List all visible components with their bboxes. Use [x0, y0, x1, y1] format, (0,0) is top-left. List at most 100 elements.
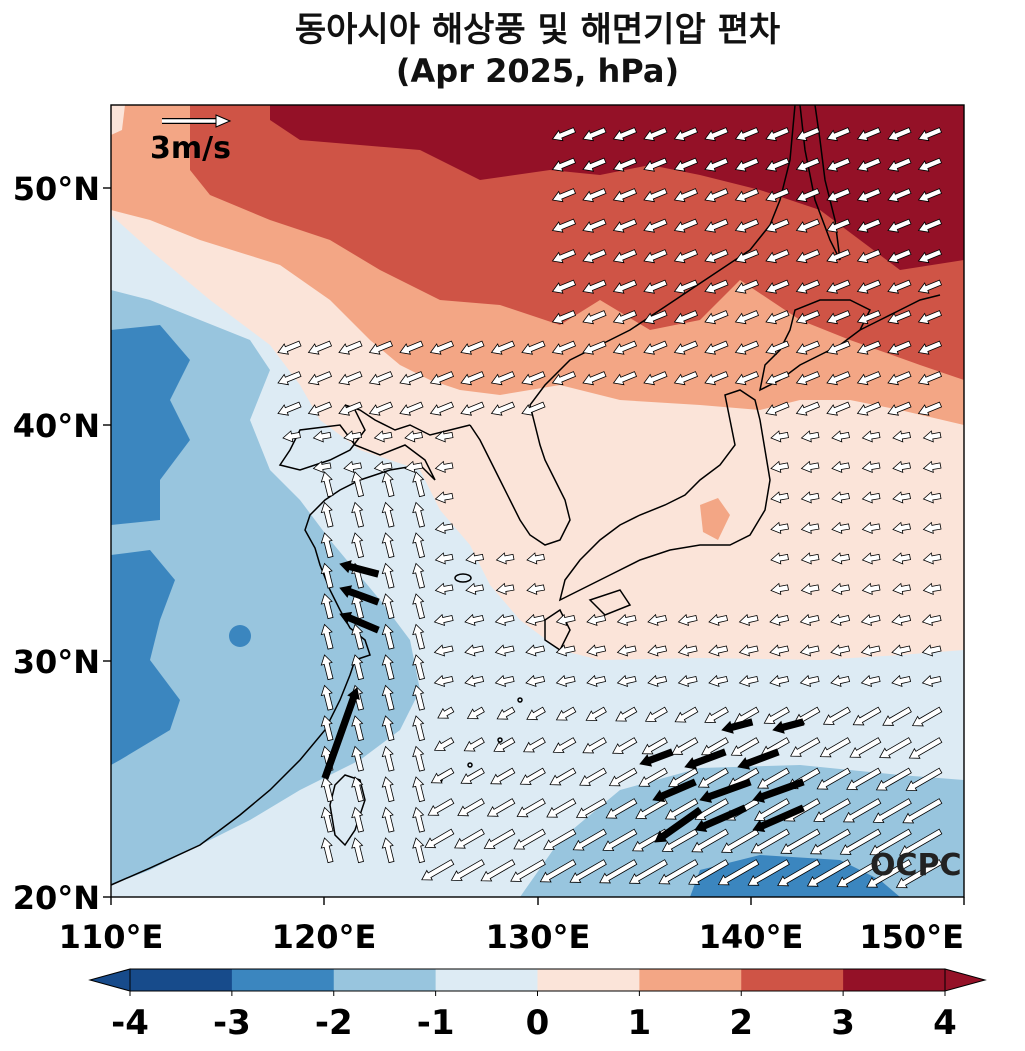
wind-arrow: [673, 127, 699, 142]
wind-arrow: [412, 654, 425, 681]
wind-arrow: [738, 644, 759, 657]
wind-arrow: [734, 340, 760, 355]
wind-arrow: [521, 371, 546, 386]
wind-arrow: [892, 582, 911, 596]
wind-arrow: [917, 157, 943, 172]
wind-arrow: [734, 127, 760, 142]
wind-arrow: [551, 218, 577, 233]
strong-wind-arrow: [721, 718, 754, 734]
wind-arrow: [643, 127, 668, 142]
wind-arrow: [599, 859, 638, 884]
wind-arrow: [770, 521, 789, 535]
wind-arrow: [351, 532, 364, 559]
wind-arrow: [799, 674, 820, 688]
wind-arrow: [917, 249, 943, 264]
wind-anomaly-vectors: [277, 127, 943, 889]
wind-arrow: [643, 340, 668, 355]
wind-arrow: [704, 157, 729, 172]
wind-arrow: [856, 127, 882, 142]
wind-arrow: [412, 837, 425, 864]
colorbar-tick-label: 2: [729, 1003, 753, 1043]
x-tick-label: 120°E: [272, 918, 377, 956]
wind-arrow: [677, 674, 698, 688]
wind-arrow: [830, 613, 851, 627]
wind-arrow: [691, 828, 729, 853]
wind-arrow: [917, 188, 943, 203]
wind-arrow: [765, 310, 790, 325]
wind-arrow: [551, 340, 577, 355]
wind-arrow: [460, 401, 485, 416]
wind-arrow: [539, 859, 577, 883]
wind-arrow: [421, 859, 455, 881]
wind-arrow: [612, 127, 638, 142]
wind-arrow: [757, 767, 790, 789]
wind-arrow: [891, 613, 912, 627]
wind-arrow: [813, 798, 851, 822]
wind-arrow: [856, 188, 882, 203]
wind-arrow: [343, 430, 362, 443]
wind-arrow: [490, 340, 516, 355]
wind-arrow: [671, 737, 699, 755]
wind-arrow: [433, 613, 454, 627]
wind-arrow: [806, 859, 851, 887]
wind-arrow: [582, 340, 607, 355]
wind-arrow: [770, 582, 789, 596]
strong-wind-arrow: [339, 560, 380, 578]
wind-arrow: [826, 340, 851, 355]
wind-arrow: [307, 371, 333, 386]
wind-arrow: [430, 767, 455, 784]
wind-arrow: [908, 737, 943, 759]
wind-arrow: [826, 401, 851, 416]
wind-arrow: [381, 806, 395, 833]
wind-arrow: [717, 859, 760, 886]
wind-arrow: [892, 460, 911, 474]
wind-arrow: [555, 706, 577, 721]
wind-arrow: [551, 157, 577, 172]
wind-arrow: [575, 798, 607, 819]
wind-arrow: [887, 157, 912, 172]
wind-arrow: [770, 491, 789, 504]
wind-arrow: [320, 501, 334, 528]
wind-arrow: [320, 837, 334, 864]
wind-arrow: [643, 279, 668, 294]
wind-arrow: [795, 188, 821, 203]
wind-arrow: [892, 430, 911, 443]
wind-arrow: [464, 674, 485, 688]
wind-arrow: [765, 279, 790, 294]
colorbar-segment: [231, 969, 335, 991]
wind-arrow: [404, 460, 423, 474]
wind-arrow: [490, 401, 516, 416]
wind-arrow: [875, 767, 912, 791]
wind-arrow: [525, 613, 546, 627]
wind-arrow: [429, 371, 455, 386]
wind-arrow: [486, 798, 516, 817]
wind-arrow: [351, 745, 364, 772]
wind-arrow: [831, 491, 850, 504]
wind-arrow: [368, 401, 394, 416]
wind-arrow: [658, 859, 699, 885]
wind-arrow: [457, 798, 485, 817]
wind-arrow: [493, 737, 516, 752]
wind-arrow: [368, 371, 394, 386]
colorbar-tick-label: -3: [213, 1003, 251, 1043]
wind-arrow: [887, 249, 912, 264]
wind-arrow: [483, 828, 516, 850]
wind-arrow: [307, 401, 333, 416]
wind-arrow: [320, 776, 334, 803]
wind-arrow: [891, 644, 912, 657]
colorbar-segment: [741, 969, 844, 991]
wind-arrow: [381, 471, 395, 498]
wind-arrow: [765, 218, 790, 233]
colorbar-segment: [130, 969, 233, 991]
wind-arrow: [412, 684, 425, 711]
wind-arrow: [437, 706, 455, 719]
wind-arrow: [463, 737, 485, 752]
wind-arrow: [320, 684, 334, 711]
wind-arrow: [465, 552, 484, 565]
wind-arrow: [582, 188, 607, 203]
wind-arrow: [612, 371, 638, 386]
wind-arrow: [800, 491, 820, 504]
wind-arrow: [704, 371, 729, 386]
wind-arrow: [526, 706, 546, 721]
wind-arrow: [586, 674, 607, 688]
